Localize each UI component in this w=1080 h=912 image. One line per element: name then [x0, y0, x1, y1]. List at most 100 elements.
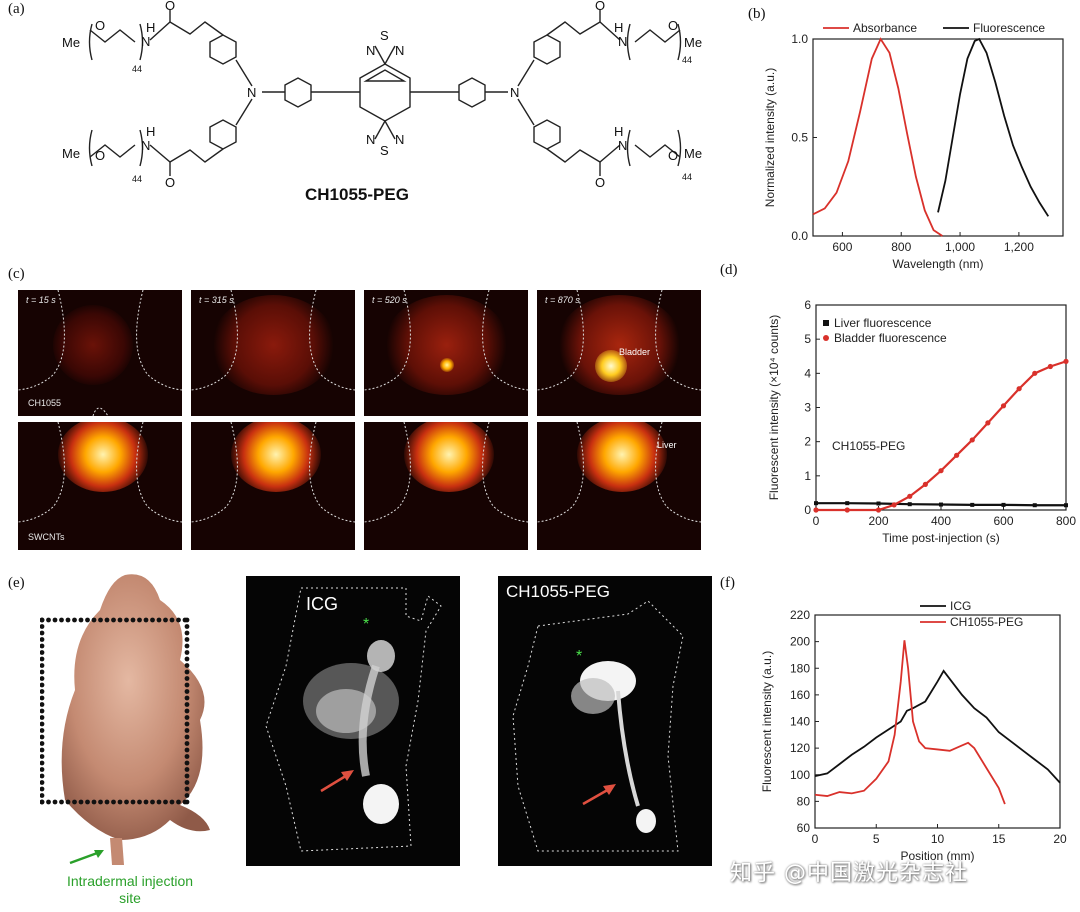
- dot: [184, 643, 190, 649]
- ch1055-label: CH1055-PEG: [506, 582, 610, 601]
- dot: [137, 799, 142, 805]
- x-tick-label: 20: [1053, 832, 1067, 846]
- y-tick-label: 100: [790, 768, 810, 782]
- dot: [184, 754, 190, 759]
- dot: [98, 799, 103, 805]
- dot: [40, 624, 45, 629]
- y-tick-label: 200: [790, 635, 810, 649]
- time-label: t = 15 s: [26, 295, 56, 305]
- dot: [40, 760, 45, 766]
- y-axis-label: Normalized intensity (a.u.): [763, 68, 777, 207]
- y-tick-label: 5: [804, 332, 811, 346]
- dot: [46, 617, 51, 623]
- x-tick-label: 15: [992, 832, 1006, 846]
- ch-n: N: [395, 43, 404, 58]
- ch-o: O: [165, 0, 175, 13]
- tile-ch1055-t870: t = 870 s Bladder: [537, 290, 701, 416]
- legend-label: Fluorescence: [973, 21, 1045, 35]
- green-star: *: [576, 648, 583, 665]
- series-line: [814, 640, 1006, 805]
- dot: [40, 617, 45, 623]
- dot: [85, 799, 90, 805]
- ch-nh-h: H: [614, 20, 623, 35]
- dot: [184, 728, 190, 733]
- ch-repeat: 44: [132, 64, 142, 74]
- time-label: t = 315 s: [199, 295, 234, 305]
- row-label-ch1055: CH1055: [28, 398, 62, 408]
- x-tick-label: 600: [832, 240, 852, 254]
- y-tick-label: 180: [790, 661, 810, 675]
- ch-nh-n: N: [618, 138, 627, 153]
- injection-arrow: [68, 848, 108, 873]
- y-tick-label: 6: [804, 298, 811, 312]
- ch-me: Me: [684, 146, 702, 161]
- x-tick-label: 5: [873, 832, 880, 846]
- dot: [40, 734, 45, 740]
- dot: [40, 728, 45, 733]
- dot: [184, 734, 190, 740]
- dot: [40, 754, 45, 759]
- injection-label-line2: site: [119, 890, 141, 906]
- panel-c-label: (c): [8, 266, 25, 282]
- y-tick-label: 2: [804, 435, 811, 449]
- dot: [40, 708, 45, 714]
- y-axis-label: Fluorescent intensity (a.u.): [760, 651, 774, 792]
- dot: [65, 617, 71, 623]
- legend-label: Liver fluorescence: [834, 316, 932, 330]
- dot: [40, 663, 45, 668]
- dot: [40, 650, 45, 655]
- ch-peg-o: O: [95, 18, 105, 33]
- y-tick-label: 0.0: [791, 229, 808, 243]
- dot: [184, 695, 190, 701]
- time-label: t = 870 s: [545, 295, 580, 305]
- icg-image: ICG *: [246, 576, 460, 866]
- legend-marker: [823, 335, 829, 341]
- ch-o: O: [165, 175, 175, 190]
- dot: [176, 799, 181, 805]
- dot: [40, 767, 45, 772]
- dot: [40, 643, 45, 649]
- dot: [40, 656, 45, 662]
- y-tick-label: 220: [790, 608, 810, 622]
- liver-label: Liver: [657, 440, 677, 450]
- dot: [40, 702, 45, 707]
- chart-annotation: CH1055-PEG: [832, 439, 905, 453]
- dot: [143, 799, 149, 805]
- y-tick-label: 0.5: [791, 131, 808, 145]
- watermark: 知乎 @中国激光杂志社: [730, 861, 968, 886]
- tile-ch1055-t315: t = 315 s: [191, 290, 355, 416]
- dot: [40, 682, 45, 688]
- x-tick-label: 200: [868, 514, 888, 528]
- legend-label: CH1055-PEG: [950, 615, 1023, 629]
- dot: [104, 799, 110, 805]
- dot: [40, 793, 45, 798]
- dot: [59, 799, 64, 805]
- ch-nh-n: N: [141, 34, 150, 49]
- dot: [46, 799, 51, 805]
- panel-b-label: (b): [748, 6, 766, 22]
- ch-me: Me: [62, 35, 80, 50]
- dot: [130, 617, 136, 623]
- dot: [184, 656, 190, 662]
- legend-label: Absorbance: [853, 21, 917, 35]
- dot: [40, 780, 45, 785]
- ch-s-top: S: [380, 28, 389, 43]
- series-line: [937, 37, 1050, 217]
- x-tick-label: 800: [891, 240, 911, 254]
- dot: [78, 799, 84, 805]
- dot: [184, 702, 190, 707]
- x-axis-label: Position (mm): [900, 849, 974, 863]
- ch-me: Me: [62, 146, 80, 161]
- dot: [117, 617, 123, 623]
- dot: [184, 799, 190, 805]
- x-tick-label: 400: [931, 514, 951, 528]
- dot: [59, 617, 64, 623]
- panel-f-label: (f): [720, 575, 735, 591]
- dot: [40, 747, 45, 753]
- x-tick-label: 10: [931, 832, 945, 846]
- dot: [98, 617, 103, 623]
- dot: [117, 799, 123, 805]
- ch-peg-o: O: [668, 18, 678, 33]
- dot: [40, 695, 45, 701]
- dot: [40, 669, 45, 675]
